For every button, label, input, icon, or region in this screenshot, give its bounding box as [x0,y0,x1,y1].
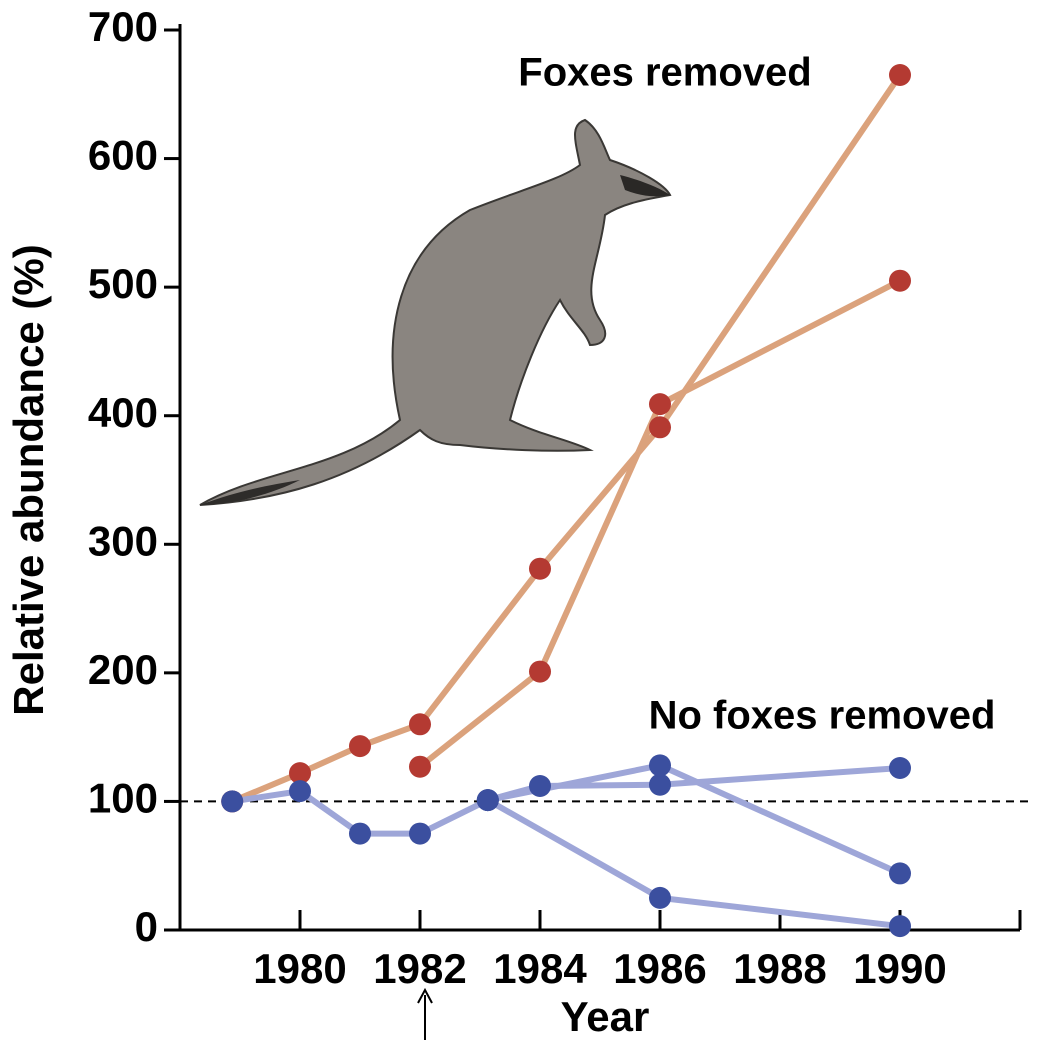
data-point [649,754,671,777]
x-tick-label: 1990 [853,945,946,992]
data-point [289,780,311,803]
data-point [649,886,671,909]
data-point [476,789,499,812]
data-point [889,64,911,86]
data-point [649,416,671,439]
series-line [418,278,902,770]
data-point [889,862,911,885]
y-tick-label: 200 [88,646,158,693]
x-tick-label: 1986 [613,945,706,992]
data-point [409,755,431,778]
annotation: No foxes removed [649,694,996,738]
data-point [289,762,311,785]
y-tick-label: 400 [88,389,158,436]
data-point [349,822,371,845]
wallaby-body [199,118,672,506]
y-tick-label: 500 [88,260,158,307]
y-tick-label: 600 [88,132,158,179]
y-tick-label: 100 [88,775,158,822]
wallaby-snout [620,175,670,197]
x-tick-label: 1980 [253,945,346,992]
data-point [649,773,671,796]
data-point [409,822,431,845]
y-axis-label: Relative abundance (%) [5,244,52,715]
series-line [486,797,901,930]
x-tick-label: 1988 [733,945,826,992]
annotation: Foxes removed [518,51,811,95]
y-tick-label: 300 [88,517,158,564]
data-point [529,660,551,683]
arrow [417,987,433,1040]
data-point [529,557,551,580]
series-line [231,765,901,837]
data-point [889,757,911,779]
wallaby-illustration [199,118,672,506]
y-tick-label: 700 [88,3,158,50]
x-axis-label: Year [561,993,650,1040]
data-point [221,790,244,813]
data-point [889,269,911,292]
data-point [349,735,371,758]
data-point [649,393,671,416]
wallaby-tail-tip [200,480,300,505]
data-point [529,775,551,797]
data-point [889,915,911,938]
y-tick-label: 0 [135,903,158,950]
data-point [409,713,431,736]
x-tick-label: 1982 [373,945,466,992]
x-tick-label: 1984 [493,945,587,992]
